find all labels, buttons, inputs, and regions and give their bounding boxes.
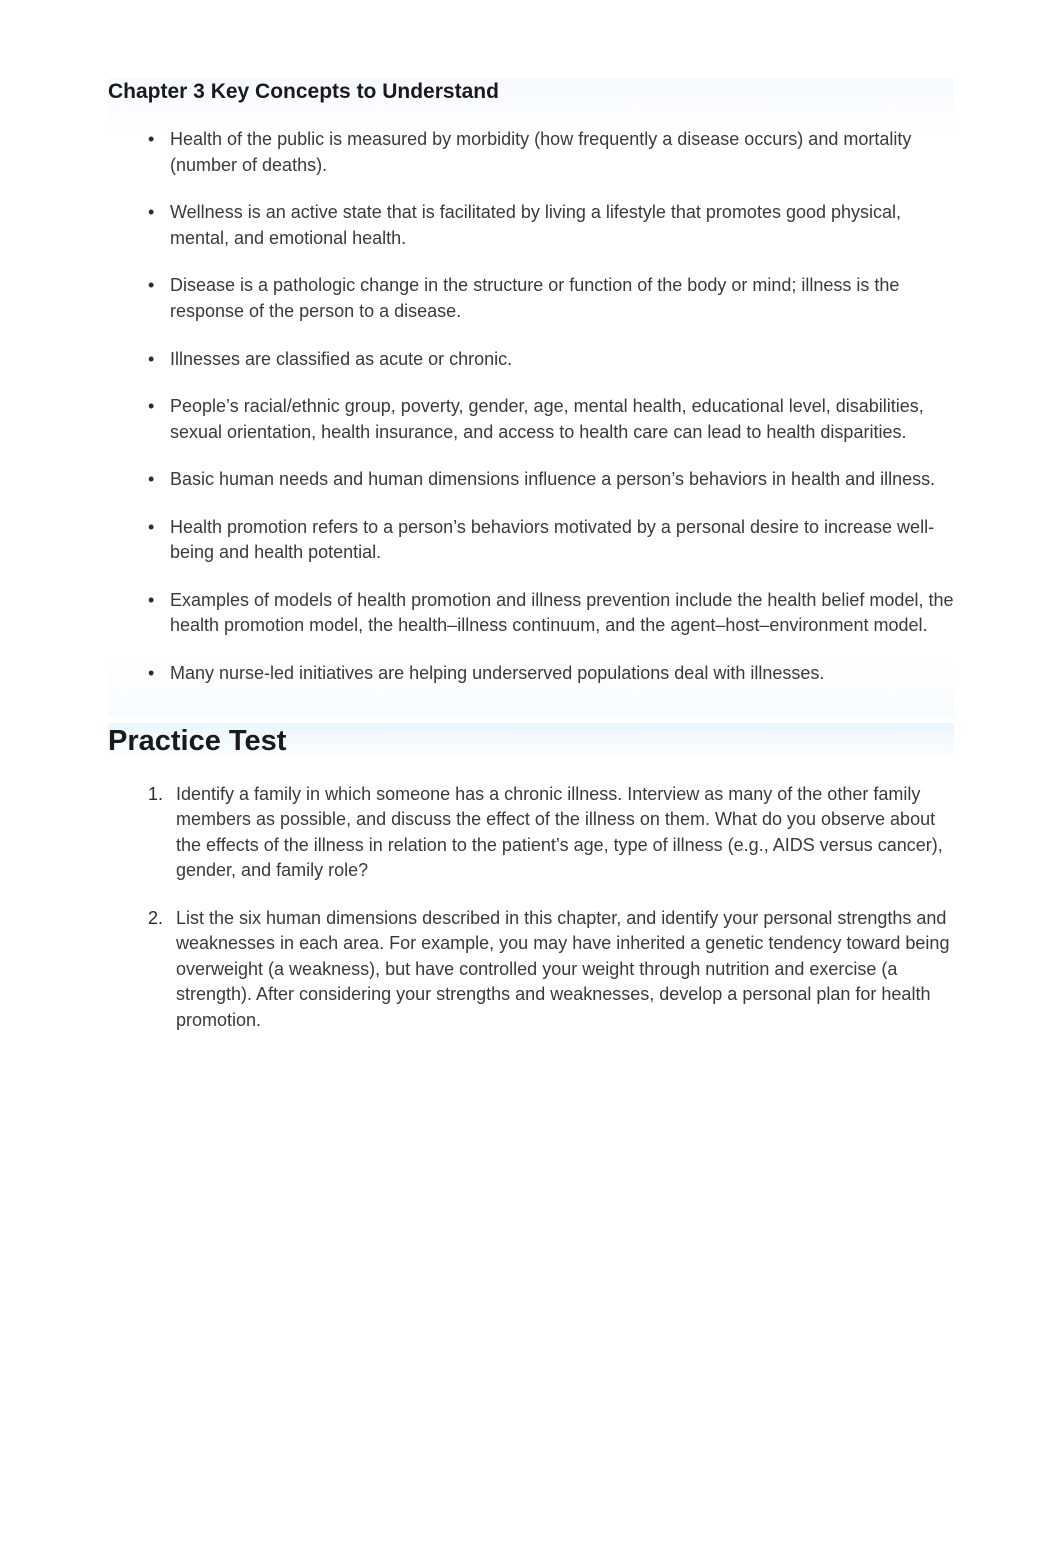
list-item: List the six human dimensions described …	[148, 906, 954, 1034]
list-item: Basic human needs and human dimensions i…	[148, 467, 954, 493]
list-item: People’s racial/ethnic group, poverty, g…	[148, 394, 954, 445]
practice-test-title: Practice Test	[108, 723, 954, 760]
list-item: Identify a family in which someone has a…	[148, 782, 954, 884]
list-item: Disease is a pathologic change in the st…	[148, 273, 954, 324]
list-item: Health promotion refers to a person’s be…	[148, 515, 954, 566]
practice-test-list: Identify a family in which someone has a…	[108, 782, 954, 1034]
key-concepts-section: Chapter 3 Key Concepts to Understand Hea…	[108, 78, 954, 717]
key-concepts-list: Health of the public is measured by morb…	[108, 127, 954, 686]
list-item: Examples of models of health promotion a…	[148, 588, 954, 639]
key-concepts-title: Chapter 3 Key Concepts to Understand	[108, 78, 954, 105]
list-item: Many nurse-led initiatives are helping u…	[148, 661, 954, 687]
list-item: Wellness is an active state that is faci…	[148, 200, 954, 251]
list-item: Health of the public is measured by morb…	[148, 127, 954, 178]
list-item: Illnesses are classified as acute or chr…	[148, 347, 954, 373]
